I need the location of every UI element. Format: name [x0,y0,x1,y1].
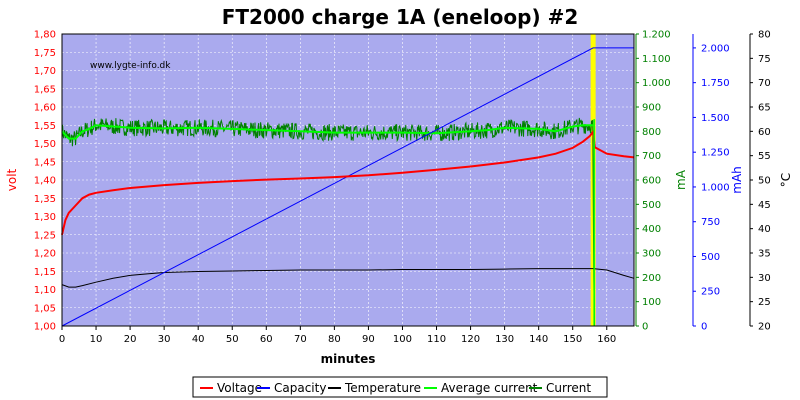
legend-box [192,376,608,398]
legend-label-capacity: Capacity [274,381,326,395]
temp-tick-label: 30 [758,273,771,284]
volt-tick-label: 1,70 [34,66,56,77]
volt-tick-label: 1,35 [34,194,56,205]
ma-axis-label: mA [674,169,688,190]
ma-tick-label: 400 [642,224,661,235]
mah-tick-label: 250 [701,287,720,298]
temp-tick-label: 40 [758,224,771,235]
x-tick-label: 130 [495,334,514,345]
series-voltage-line [61,129,635,236]
x-tick-label: 110 [427,334,446,345]
volt-tick-label: 1,05 [34,303,56,314]
ma-tick-label: 300 [642,249,661,260]
x-tick-label: 10 [90,334,103,345]
series-average-current-line [61,124,594,140]
temp-tick-label: 25 [758,297,771,308]
x-tick-label: 70 [294,334,307,345]
mah-tick-label: 2.000 [701,43,730,54]
ma-tick-label: 1.000 [642,78,671,89]
volt-tick-label: 1,10 [34,285,56,296]
tick-labels: 0 10 20 30 40 50 60 70 80 90 100 110 120 130 140 150 160… [34,30,771,346]
temp-tick-label: 60 [758,127,771,138]
temp-tick-label: 80 [758,30,771,41]
x-tick-label: 100 [393,334,412,345]
ma-tick-label: 0 [642,322,648,333]
mah-axis-label: mAh [730,166,744,194]
temp-tick-label: 65 [758,103,771,114]
volt-tick-label: 1,65 [34,84,56,95]
temp-tick-label: 55 [758,151,771,162]
watermark: www.lygte-info.dk [90,61,171,71]
volt-tick-label: 1,25 [34,230,56,241]
legend-label-current: Current [546,381,591,395]
x-tick-label: 150 [563,334,582,345]
ma-tick-label: 1.200 [642,30,671,41]
x-tick-label: 160 [597,334,616,345]
x-tick-label: 40 [192,334,205,345]
legend-label-temperature: Temperature [344,381,421,395]
ma-tick-label: 100 [642,297,661,308]
temp-tick-label: 75 [758,54,771,65]
x-tick-label: 60 [260,334,273,345]
legend-label-voltage: Voltage [217,381,262,395]
volt-tick-label: 1,75 [34,48,56,59]
ma-tick-label: 1.100 [642,54,671,65]
series-temperature-line [61,268,635,288]
legend: Voltage Capacity Temperature Average curren… [192,376,608,398]
mah-tick-label: 750 [701,217,720,228]
volt-tick-label: 1,80 [34,30,56,41]
x-tick-label: 80 [328,334,341,345]
ma-tick-label: 900 [642,103,661,114]
series-capacity-line [61,47,634,327]
x-tick-label: 20 [124,334,137,345]
ma-tick-label: 600 [642,176,661,187]
volt-tick-label: 1,55 [34,121,56,132]
temp-tick-label: 50 [758,176,771,187]
chart-title: FT2000 charge 1A (eneloop) #2 [222,5,579,29]
mah-tick-label: 1.000 [701,182,730,193]
mah-tick-label: 1.750 [701,78,730,89]
ma-tick-label: 700 [642,151,661,162]
volt-tick-label: 1,00 [34,322,56,333]
plot-border [61,33,635,327]
volt-tick-label: 1,50 [34,139,56,150]
x-tick-label: 140 [529,334,548,345]
temp-tick-label: 45 [758,200,771,211]
x-axis-label: minutes [321,352,376,366]
x-tick-label: 0 [59,334,65,345]
temp-tick-label: 20 [758,322,771,333]
temp-tick-label: 35 [758,249,771,260]
volt-tick-label: 1,40 [34,176,56,187]
x-tick-label: 120 [461,334,480,345]
x-tick-label: 90 [362,334,375,345]
x-tick-label: 30 [158,334,171,345]
mah-tick-label: 1.250 [701,148,730,159]
volt-axis-label: volt [5,168,19,191]
volt-tick-label: 1,30 [34,212,56,223]
volt-tick-label: 1,60 [34,103,56,114]
plot-area [61,33,635,327]
temp-axis-label: °C [779,173,793,187]
volt-tick-label: 1,45 [34,157,56,168]
ma-tick-label: 200 [642,273,661,284]
temp-tick-label: 70 [758,78,771,89]
series-current-line [61,117,634,327]
legend-label-average-current: Average current [441,381,538,395]
mah-tick-label: 500 [701,252,720,263]
mah-tick-label: 1.500 [701,113,730,124]
mah-tick-label: 0 [701,322,707,333]
ma-tick-label: 500 [642,200,661,211]
ma-tick-label: 800 [642,127,661,138]
volt-tick-label: 1,15 [34,267,56,278]
x-tick-label: 50 [226,334,239,345]
volt-tick-label: 1,20 [34,249,56,260]
